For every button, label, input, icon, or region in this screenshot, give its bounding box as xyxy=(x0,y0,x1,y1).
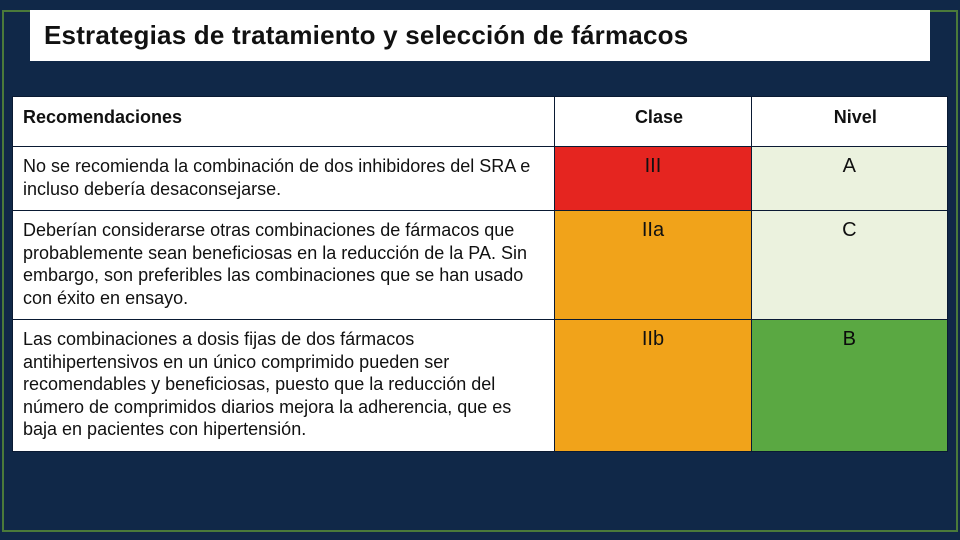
rec-cell: Las combinaciones a dosis fijas de dos f… xyxy=(13,320,555,452)
level-cell: B xyxy=(751,320,947,452)
title-bar: Estrategias de tratamiento y selección d… xyxy=(30,10,930,61)
table-row: Deberían considerarse otras combinacione… xyxy=(13,211,948,320)
class-cell: III xyxy=(555,147,751,211)
col-header-level: Nivel xyxy=(751,97,947,147)
table-row: No se recomienda la combinación de dos i… xyxy=(13,147,948,211)
recommendations-table: Recomendaciones Clase Nivel No se recomi… xyxy=(12,96,948,452)
col-header-class: Clase xyxy=(555,97,751,147)
col-header-recommendations: Recomendaciones xyxy=(13,97,555,147)
rec-cell: Deberían considerarse otras combinacione… xyxy=(13,211,555,320)
class-cell: IIa xyxy=(555,211,751,320)
rec-cell: No se recomienda la combinación de dos i… xyxy=(13,147,555,211)
table-row: Las combinaciones a dosis fijas de dos f… xyxy=(13,320,948,452)
table-header-row: Recomendaciones Clase Nivel xyxy=(13,97,948,147)
page-title: Estrategias de tratamiento y selección d… xyxy=(44,20,916,51)
level-cell: A xyxy=(751,147,947,211)
class-cell: IIb xyxy=(555,320,751,452)
level-cell: C xyxy=(751,211,947,320)
